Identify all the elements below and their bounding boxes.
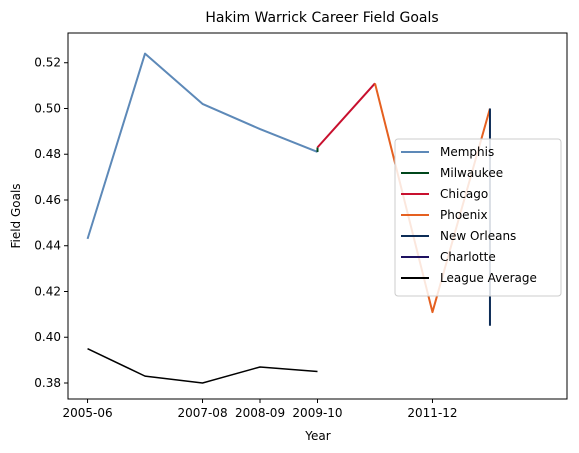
series-line-chicago [316, 82, 376, 149]
y-tick-label: 0.48 [34, 147, 61, 161]
y-tick-label: 0.38 [34, 376, 61, 390]
legend-label: Milwaukee [440, 166, 503, 180]
legend-label: New Orleans [440, 229, 516, 243]
y-tick-label: 0.42 [34, 284, 61, 298]
legend-box [394, 138, 562, 297]
x-tick-label: 2008-09 [235, 406, 285, 420]
series-line-league-average [87, 347, 318, 384]
legend-label: Chicago [440, 187, 488, 201]
y-tick-label: 0.52 [34, 56, 61, 70]
legend: Memphis Milwaukee Chicago Phoenix New Orlean… [394, 138, 562, 297]
x-tick-label: 2011-12 [407, 406, 457, 420]
x-tick-label: 2007-08 [177, 406, 227, 420]
chart-title: Hakim Warrick Career Field Goals [205, 10, 438, 26]
y-tick-label: 0.46 [34, 193, 61, 207]
series-line-memphis [86, 52, 318, 240]
legend-label: Phoenix [440, 208, 488, 222]
y-tick-label: 0.40 [34, 330, 61, 344]
legend-label: Charlotte [440, 250, 496, 264]
x-tick-label: 2005-06 [62, 406, 112, 420]
y-tick-label: 0.44 [34, 239, 61, 253]
legend-label: Memphis [440, 145, 494, 159]
y-axis: 0.38 0.40 0.42 0.44 0.46 0.48 0.50 0.52 [34, 56, 68, 390]
x-axis-label: Year [304, 429, 330, 443]
x-axis: 2005-06 2007-08 2008-09 2009-10 2011-12 [62, 399, 458, 420]
y-axis-label: Field Goals [9, 183, 23, 248]
legend-label: League Average [440, 271, 537, 285]
y-tick-label: 0.50 [34, 101, 61, 115]
x-tick-label: 2009-10 [292, 406, 342, 420]
